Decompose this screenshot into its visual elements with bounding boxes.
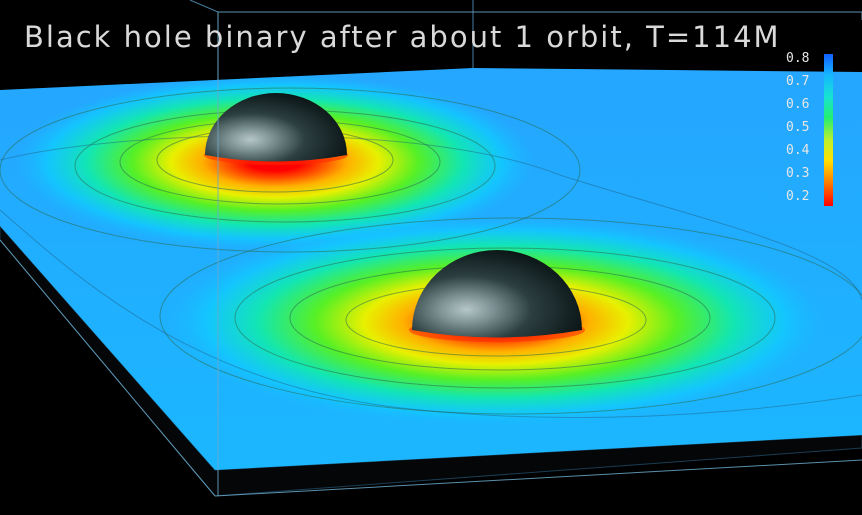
colorbar-tick: 0.2 <box>786 189 810 204</box>
potential-field <box>0 68 862 470</box>
colorbar-tick: 0.5 <box>786 120 810 135</box>
colorbar: 0.8 0.7 0.6 0.5 0.4 0.3 0.2 <box>786 52 846 210</box>
outer-contour <box>0 135 862 419</box>
colorbar-tick: 0.7 <box>786 74 810 89</box>
colorbar-tick: 0.4 <box>786 143 810 158</box>
black-hole-1 <box>204 93 348 165</box>
colorbar-gradient <box>824 54 833 206</box>
colorbar-tick: 0.8 <box>786 51 810 66</box>
plot-title: Black hole binary after about 1 orbit, T… <box>24 20 781 54</box>
black-hole-2 <box>409 250 585 342</box>
colorbar-tick: 0.3 <box>786 166 810 181</box>
colorbar-tick: 0.6 <box>786 97 810 112</box>
box-wireframe-front <box>0 11 862 497</box>
